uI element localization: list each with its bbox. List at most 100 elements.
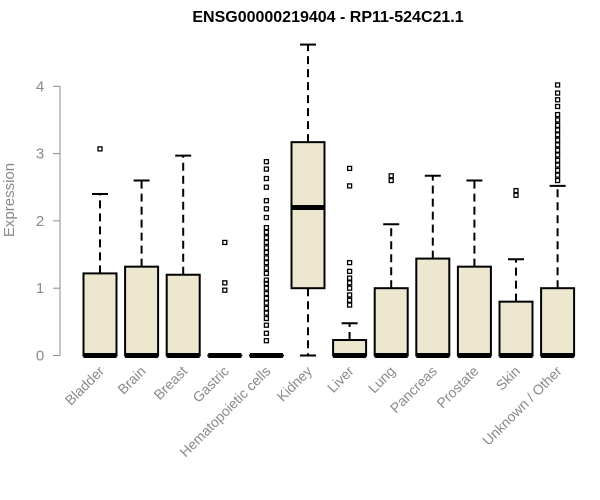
outlier-point [222, 287, 228, 293]
y-tick-label: 1 [36, 280, 44, 297]
outlier-point [554, 152, 561, 158]
box-body [373, 287, 409, 357]
y-tick-label: 0 [36, 348, 44, 365]
outlier-point [554, 111, 561, 118]
outlier-point [263, 239, 270, 246]
y-tick-label: 2 [36, 213, 44, 230]
outlier-point [554, 122, 561, 128]
outlier-point [388, 173, 394, 179]
outlier-point [346, 292, 353, 298]
box-body [165, 273, 201, 357]
outlier-point [263, 159, 270, 165]
outlier-point [554, 103, 561, 110]
box-body [290, 141, 326, 290]
outlier-point [263, 265, 270, 271]
x-tick-label: Liver [324, 363, 357, 396]
outlier-point [346, 268, 353, 275]
outlier-point [346, 259, 353, 266]
x-tick-label: Lung [365, 363, 398, 396]
box-liver [332, 165, 368, 358]
box-brain [124, 179, 160, 358]
outlier-point [263, 198, 270, 204]
outlier-point [346, 302, 353, 308]
outlier-point [263, 235, 270, 241]
outlier-point [263, 229, 270, 235]
outlier-point [263, 175, 270, 182]
box-body [540, 287, 576, 357]
outlier-point [554, 147, 561, 153]
outlier-point [554, 162, 561, 168]
outlier-point [263, 206, 270, 212]
outlier-point [222, 280, 228, 286]
outlier-point [554, 167, 561, 174]
outlier-point [346, 275, 353, 281]
box-hematopoietic-cells [248, 159, 284, 358]
box-bladder [82, 146, 118, 358]
outlier-point [388, 177, 394, 184]
y-axis-label: Expression [1, 163, 18, 237]
outlier-point [263, 224, 270, 231]
outlier-point [263, 290, 270, 297]
outlier-point [554, 117, 561, 123]
outlier-point [554, 127, 561, 133]
outlier-point [554, 137, 561, 143]
outlier-point [346, 280, 353, 286]
x-tick-label: Bladder [62, 363, 108, 409]
y-tick-label: 3 [36, 146, 44, 163]
outlier-point [513, 187, 519, 194]
box-pancreas [415, 174, 451, 358]
box-body [124, 265, 160, 357]
outlier-point [554, 157, 561, 163]
outlier-point [263, 305, 270, 312]
outlier-point [346, 165, 353, 172]
outlier-point [513, 192, 519, 198]
outlier-point [554, 177, 561, 184]
outlier-point [263, 259, 270, 266]
outlier-point [263, 330, 270, 336]
box-gastric [207, 239, 243, 358]
x-tick-label: Kidney [274, 363, 316, 405]
boxes-layer [82, 43, 576, 358]
outlier-point [554, 132, 561, 138]
outlier-point [346, 285, 353, 291]
x-tick-label: Prostate [433, 363, 481, 411]
outlier-point [263, 295, 270, 301]
outlier-point [263, 310, 270, 316]
box-body [456, 265, 492, 357]
box-prostate [456, 179, 492, 358]
outlier-point [346, 297, 353, 303]
outlier-point [554, 82, 561, 88]
box-body [82, 272, 118, 357]
outlier-point [263, 322, 270, 328]
box-body [498, 300, 534, 357]
y-tick-label: 4 [36, 78, 44, 95]
outlier-point [346, 183, 353, 189]
box-lung [373, 173, 409, 358]
outlier-point [263, 166, 270, 172]
outlier-point [554, 142, 561, 148]
x-tick-label: Breast [150, 363, 190, 403]
outlier-point [263, 249, 270, 256]
outlier-point [263, 214, 270, 221]
outlier-point [263, 315, 270, 322]
outlier-point [263, 184, 270, 190]
y-axis: 0 1 2 3 4 [36, 78, 61, 365]
x-tick-label: Brain [114, 363, 148, 397]
x-tick-label: Skin [493, 363, 524, 394]
outlier-point [554, 97, 561, 103]
outlier-point [263, 338, 270, 344]
box-breast [165, 154, 201, 358]
outlier-point [263, 270, 270, 277]
box-unknown-other [540, 82, 576, 358]
outlier-point [554, 172, 561, 178]
box-body [415, 257, 451, 357]
outlier-point [263, 255, 270, 261]
outlier-point [97, 146, 103, 152]
box-kidney [290, 43, 326, 357]
outlier-point [263, 300, 270, 306]
outlier-point [554, 90, 561, 96]
outlier-point [222, 239, 228, 246]
